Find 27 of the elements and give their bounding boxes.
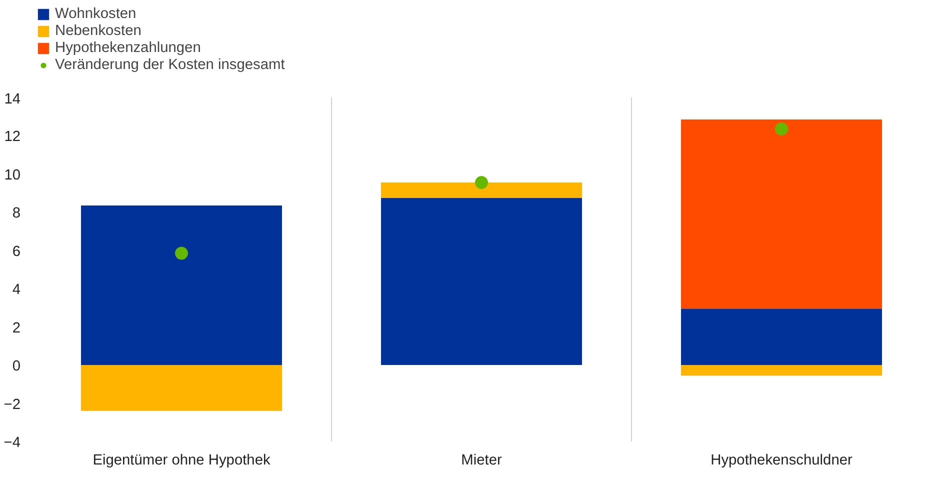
x-tick-label: Mieter — [461, 452, 502, 468]
bar — [81, 205, 282, 366]
point — [475, 176, 488, 190]
bar — [81, 365, 282, 411]
legend-label: Nebenkosten — [55, 22, 142, 39]
point — [775, 122, 788, 136]
bar — [381, 182, 582, 198]
bar — [681, 308, 882, 366]
y-tick-label: 2 — [12, 320, 21, 336]
y-tick-label: −4 — [4, 435, 21, 451]
y-tick-label: 4 — [12, 282, 21, 298]
y-tick-label: 10 — [4, 167, 21, 184]
y-tick-label: −2 — [4, 396, 21, 413]
bar — [381, 198, 582, 366]
y-tick-label: 8 — [12, 206, 21, 222]
x-tick-label: Hypothekenschuldner — [710, 452, 853, 468]
y-tick-label: 12 — [4, 129, 21, 146]
bar — [681, 365, 882, 376]
y-tick-label: 14 — [4, 92, 21, 108]
x-tick-label: Eigentümer ohne Hypothek — [92, 452, 271, 468]
point — [175, 246, 188, 260]
y-tick-label: 6 — [12, 244, 21, 260]
bar — [681, 119, 882, 309]
y-tick-label: 0 — [12, 358, 21, 375]
legend-label: Wohnkosten — [55, 5, 136, 22]
legend-label: Hypothekenzahlungen — [55, 39, 201, 56]
legend-label: Veränderung der Kosten insgesamt — [55, 56, 285, 73]
